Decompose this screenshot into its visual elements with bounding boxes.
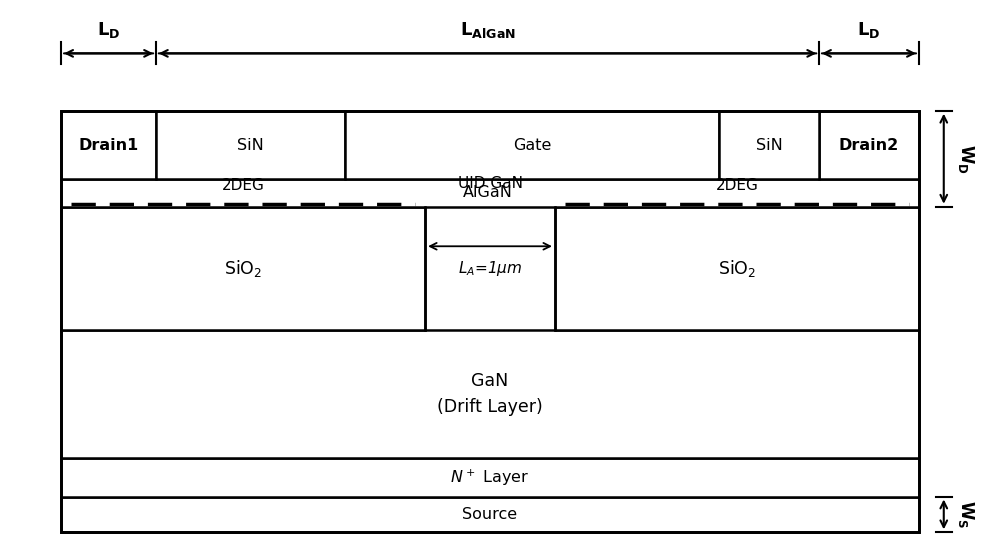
Text: $\mathbf{W_D}$: $\mathbf{W_D}$ (956, 144, 976, 174)
Text: 2DEG: 2DEG (222, 178, 265, 193)
Text: 2DEG: 2DEG (715, 178, 758, 193)
Text: $L_A$=1μm: $L_A$=1μm (458, 258, 522, 278)
Text: Drain2: Drain2 (839, 138, 899, 152)
Text: $\mathbf{L_D}$: $\mathbf{L_D}$ (97, 20, 120, 40)
Bar (555, 207, 919, 329)
Text: $N^+$ Layer: $N^+$ Layer (450, 468, 530, 488)
Text: SiO$_2$: SiO$_2$ (224, 257, 262, 279)
Text: GaN
(Drift Layer): GaN (Drift Layer) (437, 372, 543, 416)
Bar (61, 497, 919, 532)
Text: Gate: Gate (513, 138, 552, 152)
Bar (61, 329, 919, 458)
Bar (61, 111, 919, 532)
Text: AlGaN: AlGaN (463, 185, 512, 200)
Text: Source: Source (462, 507, 518, 522)
Text: $\mathbf{W_S}$: $\mathbf{W_S}$ (956, 500, 976, 529)
Bar (61, 458, 919, 497)
Bar (61, 207, 425, 329)
Bar (61, 179, 919, 207)
Text: SiN: SiN (756, 138, 783, 152)
Text: SiN: SiN (237, 138, 264, 152)
Text: Drain1: Drain1 (78, 138, 139, 152)
Bar (61, 111, 156, 179)
Bar (156, 111, 345, 179)
Bar (345, 111, 719, 179)
Text: $\mathbf{L_D}$: $\mathbf{L_D}$ (857, 20, 881, 40)
Text: UID GaN: UID GaN (458, 176, 523, 191)
Text: SiO$_2$: SiO$_2$ (718, 257, 756, 279)
Bar (819, 111, 919, 179)
Bar (719, 111, 819, 179)
Text: $\mathbf{L_{AlGaN}}$: $\mathbf{L_{AlGaN}}$ (460, 20, 516, 40)
